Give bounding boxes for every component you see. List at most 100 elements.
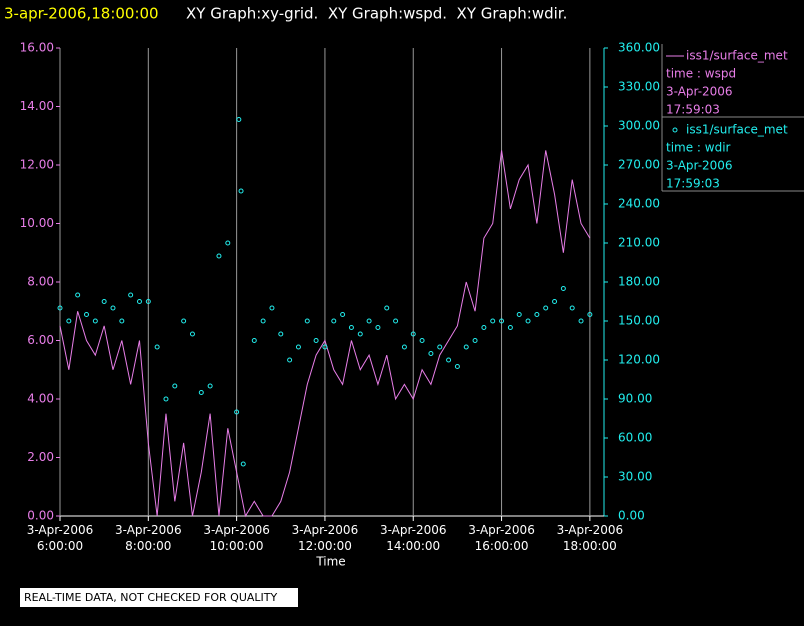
wdir-point (348, 325, 354, 330)
wdir-point (569, 305, 575, 311)
wdir-point (172, 383, 178, 389)
x-tick-label-line: 3-Apr-2006 (115, 523, 182, 537)
legend-detail: 3-Apr-2006 (666, 159, 733, 173)
wdir-point (463, 344, 469, 350)
y2-tick-label: 240.00 (618, 197, 660, 211)
wdir-point (419, 338, 425, 343)
wdir-point (410, 331, 416, 337)
x-tick-label-line: 3-Apr-2006 (27, 523, 94, 537)
wdir-point (340, 312, 346, 317)
legend-detail: 3-Apr-2006 (666, 85, 733, 99)
y2-tick-label: 300.00 (618, 119, 660, 133)
y-tick-label: 4.00 (27, 392, 54, 406)
wdir-point (295, 344, 301, 350)
wdir-point (454, 364, 460, 369)
wdir-point (119, 318, 125, 324)
x-tick-label: 3-Apr-2006 6:00:00 (27, 523, 94, 553)
wdir-point (251, 338, 257, 343)
x-tick-label-line: 3-Apr-2006 (292, 523, 359, 537)
wdir-point (92, 318, 98, 324)
wdir-point (366, 318, 372, 324)
wdir-point (428, 351, 434, 356)
wdir-point (401, 344, 407, 350)
wdir-point (136, 299, 142, 304)
legend-name: iss1/surface_met (686, 49, 788, 63)
y2-tick-label: 30.00 (618, 470, 652, 484)
legend-detail: time : wspd (666, 67, 736, 81)
wdir-point (437, 344, 443, 350)
wdir-point (525, 318, 531, 324)
wdir-point (57, 305, 63, 311)
x-tick-label: 3-Apr-2006 8:00:00 (115, 523, 182, 553)
wdir-point (189, 331, 195, 337)
x-tick-label-line: 3-Apr-2006 (203, 523, 270, 537)
x-tick-label-line: 16:00:00 (475, 539, 529, 553)
wdir-point (507, 325, 513, 330)
wspd-line (59, 150, 591, 518)
x-tick-label: 3-Apr-2006 10:00:00 (203, 523, 270, 553)
x-axis-label: Time (315, 555, 345, 569)
wdir-point (234, 409, 240, 415)
wdir-point (238, 188, 244, 194)
y-tick-label: 10.00 (20, 216, 54, 230)
y2-tick-label: 120.00 (618, 353, 660, 367)
wdir-point (393, 318, 399, 324)
wdir-point (304, 318, 310, 324)
wdir-point (128, 292, 134, 298)
x-tick-label-line: 18:00:00 (563, 539, 617, 553)
wdir-point (313, 338, 319, 343)
x-tick-label: 3-Apr-2006 18:00:00 (557, 523, 624, 553)
wdir-point (446, 357, 452, 363)
wdir-point (198, 390, 204, 395)
wdir-point (534, 312, 540, 317)
y-tick-label: 12.00 (20, 158, 54, 172)
wdir-point (490, 318, 496, 324)
note: REAL-TIME DATA, NOT CHECKED FOR QUALITY (24, 591, 278, 604)
wdir-point (269, 305, 275, 311)
wdir-point (163, 396, 169, 402)
x-tick-label-line: 10:00:00 (210, 539, 264, 553)
legend-marker (672, 127, 678, 133)
wdir-point (516, 312, 522, 317)
x-tick-label-line: 12:00:00 (298, 539, 352, 553)
x-tick-label: 3-Apr-2006 16:00:00 (468, 523, 535, 553)
note-box (20, 588, 298, 607)
y2-tick-label: 180.00 (618, 275, 660, 289)
wdir-point (236, 117, 242, 122)
wdir-point (181, 318, 187, 324)
wdir-point (154, 344, 160, 350)
wdir-point (240, 461, 246, 467)
x-tick-label-line: 3-Apr-2006 (557, 523, 624, 537)
y2-tick-label: 150.00 (618, 314, 660, 328)
wdir-point (287, 357, 293, 363)
x-tick-label-line: 3-Apr-2006 (468, 523, 535, 537)
wdir-point (331, 318, 337, 324)
wdir-point (481, 325, 487, 330)
wdir-point (75, 292, 81, 298)
x-tick-label: 3-Apr-2006 14:00:00 (380, 523, 447, 553)
wdir-point (384, 305, 390, 311)
wdir-point (145, 299, 151, 304)
y-tick-label: 2.00 (27, 450, 54, 464)
y2-tick-label: 90.00 (618, 392, 652, 406)
y-tick-label: 8.00 (27, 275, 54, 289)
y2-tick-label: 330.00 (618, 80, 660, 94)
legend-name: iss1/surface_met (686, 123, 788, 137)
legend-detail: time : wdir (666, 141, 731, 155)
x-tick-label-line: 6:00:00 (37, 539, 83, 553)
wdir-point (375, 325, 381, 330)
wdir-point (101, 299, 107, 304)
wdir-point (225, 240, 231, 246)
x-tick-label-line: 14:00:00 (386, 539, 440, 553)
wdir-point (472, 338, 478, 343)
legend-detail: 17:59:03 (666, 103, 720, 117)
wdir-point (278, 331, 284, 337)
y-tick-label: 16.00 (20, 41, 54, 55)
y-tick-label: 6.00 (27, 333, 54, 347)
x-tick-label: 3-Apr-2006 12:00:00 (292, 523, 359, 553)
wdir-point (587, 312, 593, 317)
legend-detail: 17:59:03 (666, 177, 720, 191)
wdir-point (322, 344, 328, 350)
wdir-point (207, 383, 213, 389)
